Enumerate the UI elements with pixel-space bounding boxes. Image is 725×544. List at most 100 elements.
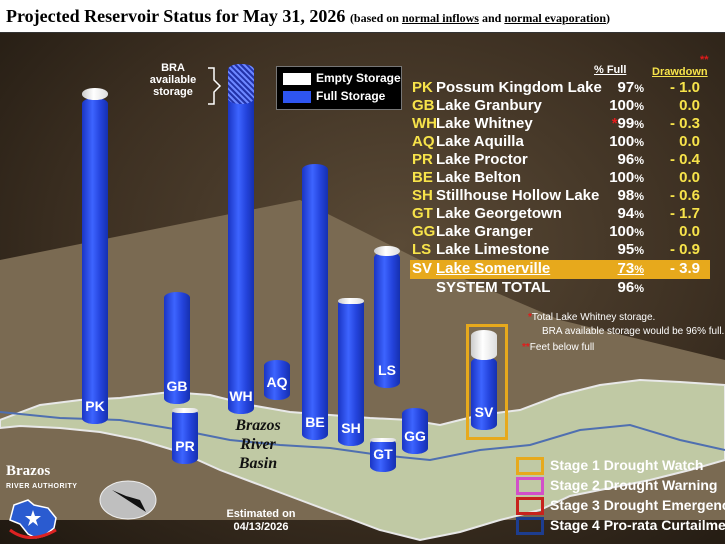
subtitle-evaporation: normal evaporation [504, 11, 606, 25]
bar-ls-label: LS [378, 362, 396, 378]
row-pct: 95% [590, 241, 644, 258]
stage-2-legend: Stage 2 Drought Warning [516, 477, 718, 496]
note-feet: **Feet below full [522, 342, 594, 353]
row-drawdown: - 0.9 [669, 241, 700, 258]
row-name: Stillhouse Hollow Lake [436, 187, 600, 204]
row-drawdown: - 0.4 [669, 151, 700, 168]
row-pct-unit: % [634, 264, 644, 276]
stage-4-swatch [516, 517, 544, 536]
bar-be-label: BE [305, 414, 325, 430]
row-pct-value: 97 [617, 79, 635, 96]
stage-4-label: Stage 4 Pro-rata Curtailment [550, 517, 725, 533]
bar-sh-label: SH [341, 420, 361, 436]
legend-full: Full Storage [283, 89, 385, 103]
row-code: PR [412, 151, 433, 168]
row-code: AQ [412, 133, 435, 150]
row-code: GB [412, 97, 435, 114]
bar-gg: GG [402, 408, 428, 454]
table-row: SH Stillhouse Hollow Lake 98% - 0.6 [410, 187, 710, 206]
row-pct-unit: % [634, 83, 644, 95]
full-swatch [283, 90, 311, 103]
row-pct-value: 98 [617, 187, 635, 204]
pct-full-header: % Full [594, 64, 627, 76]
table-row: AQ Lake Aquilla 100% 0.0 [410, 133, 710, 152]
table-row: PK Possum Kingdom Lake 97% - 1.0 [410, 79, 710, 98]
drawdown-header: Drawdown [652, 66, 708, 78]
bar-gt: GT [370, 438, 396, 472]
row-pct-unit: % [634, 119, 644, 131]
sv-drought-watch-frame [466, 324, 508, 440]
system-total-label: SYSTEM TOTAL [436, 279, 551, 296]
bar-sh-empty [338, 298, 364, 304]
row-drawdown: - 0.3 [669, 115, 700, 132]
estimated-date: Estimated on 04/13/2026 [218, 508, 304, 534]
total-pct-value: 96 [617, 279, 635, 296]
row-pct: 98% [590, 187, 644, 204]
bar-pk-label: PK [85, 398, 105, 414]
subtitle-inflows: normal inflows [401, 11, 479, 25]
row-pct: 100% [590, 223, 644, 240]
bar-be-full [302, 164, 328, 440]
table-row: GT Lake Georgetown 94% - 1.7 [410, 205, 710, 224]
basin-line2: River [240, 436, 276, 453]
bar-sh: SH [338, 298, 364, 446]
bra-brace [208, 67, 222, 105]
row-code: BE [412, 169, 433, 186]
row-pct-value: 100 [609, 223, 635, 240]
row-star: * [611, 115, 618, 132]
row-pct-unit: % [634, 227, 644, 239]
subtitle-and: and [478, 11, 505, 25]
logo-red-arc [9, 528, 57, 539]
row-pct-value: 100 [609, 97, 635, 114]
row-drawdown: - 1.7 [669, 205, 700, 222]
row-pct-unit: % [634, 191, 644, 203]
stage-1-legend: Stage 1 Drought Watch [516, 457, 704, 476]
stage-4-legend: Stage 4 Pro-rata Curtailment [516, 517, 725, 536]
bar-aq-label: AQ [266, 374, 288, 390]
bar-aq-full [264, 360, 290, 400]
row-name: Lake Somerville [436, 260, 551, 277]
bar-sh-full [338, 298, 364, 446]
stage-2-label: Stage 2 Drought Warning [550, 477, 718, 493]
table-row: BE Lake Belton 100% 0.0 [410, 169, 710, 188]
bar-wh-label: WH [229, 388, 253, 404]
bar-wh-full [228, 64, 254, 414]
row-drawdown: - 1.0 [669, 79, 700, 96]
north-arrow-icon [112, 490, 146, 512]
estimated-value: 04/13/2026 [233, 521, 289, 533]
empty-swatch [283, 72, 311, 85]
bar-pr-full [172, 408, 198, 464]
bar-pk-full [82, 98, 108, 424]
row-name: Lake Granger [436, 223, 533, 240]
bar-sv-empty [471, 330, 497, 360]
storage-legend: Empty Storage Full Storage [276, 66, 402, 110]
bar-wh-bra-storage [228, 64, 254, 104]
note-whitney: *Total Lake Whitney storage. [528, 312, 655, 323]
row-drawdown: 0.0 [679, 133, 700, 150]
subtitle-suffix: ) [606, 11, 610, 25]
bar-gt-full [370, 438, 396, 472]
total-pct-unit: % [634, 283, 644, 295]
stage-1-swatch [516, 457, 544, 476]
bar-gb-full [164, 292, 190, 404]
note-star: * [528, 312, 532, 323]
row-code: GG [412, 223, 436, 240]
bar-sv-full [471, 357, 497, 430]
row-code: SH [412, 187, 433, 204]
row-pct: 96% [590, 151, 644, 168]
row-pct-unit: % [634, 155, 644, 167]
bar-wh: WH [228, 64, 254, 414]
legend-empty: Empty Storage [283, 71, 401, 85]
row-pct-unit: % [634, 209, 644, 221]
row-code: SV [412, 260, 433, 277]
table-row: PR Lake Proctor 96% - 0.4 [410, 151, 710, 170]
row-drawdown: 0.0 [679, 97, 700, 114]
legend-empty-label: Empty Storage [316, 71, 401, 85]
row-name: Lake Limestone [436, 241, 550, 258]
bar-gt-empty [370, 438, 396, 442]
row-pct: 97% [590, 79, 644, 96]
row-drawdown: - 3.9 [669, 260, 700, 277]
note-text: Feet below full [529, 342, 595, 353]
bar-gb-label: GB [166, 378, 188, 394]
